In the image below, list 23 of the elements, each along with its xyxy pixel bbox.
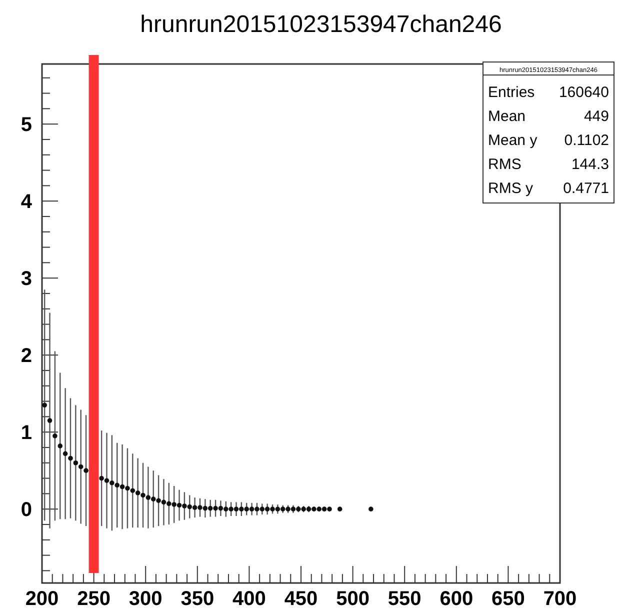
- text: RMS y 0.4771: [488, 180, 609, 197]
- y-tick-label: 0: [20, 499, 32, 522]
- x-tick-label: 450: [284, 588, 318, 610]
- x-tick-label: 200: [25, 588, 59, 610]
- x-tick-label: 550: [388, 588, 422, 610]
- text: Mean 449: [488, 108, 609, 125]
- y-tick-label: 4: [20, 191, 33, 214]
- x-tick-label: 300: [128, 588, 162, 610]
- text: Mean y 0.1102: [488, 132, 609, 149]
- x-tick-label: 250: [77, 588, 110, 610]
- y-tick-label: 3: [20, 268, 32, 290]
- x-tick-label: 350: [180, 588, 214, 610]
- chart-title: hrunrun20151023153947chan246: [140, 11, 502, 38]
- text: Entries 160640: [488, 84, 609, 101]
- x-tick-label: 400: [232, 588, 266, 610]
- text: RMS 144.3: [488, 156, 609, 173]
- x-tick-label: 700: [543, 588, 577, 610]
- x-tick-label: 650: [492, 588, 525, 610]
- y-tick-label: 5: [20, 114, 32, 136]
- x-tick-label: 600: [440, 588, 474, 610]
- y-tick-label: 1: [20, 422, 32, 444]
- y-tick-label: 2: [20, 345, 32, 368]
- x-tick-label: 500: [336, 588, 370, 610]
